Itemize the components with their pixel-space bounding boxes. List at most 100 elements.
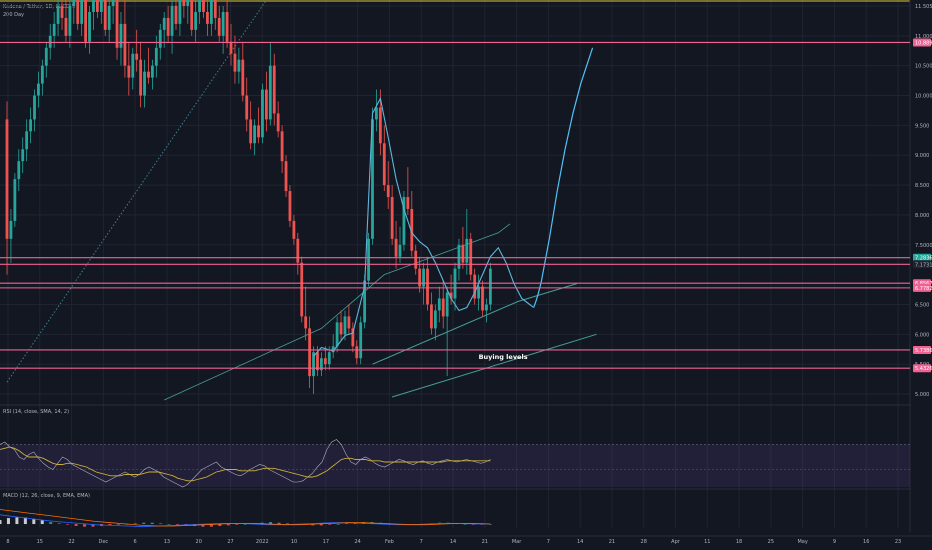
price-level-badge: 10.889 xyxy=(913,38,932,47)
ma-indicator-label[interactable]: 200 Day xyxy=(3,12,25,18)
candle xyxy=(241,41,245,102)
price-axis[interactable]: 11.5057 11.000 10.500 10.000 9.500 9.000 8.500… xyxy=(911,0,932,532)
candle xyxy=(76,0,80,30)
candle-body xyxy=(202,0,205,12)
candle-body xyxy=(433,310,437,329)
macd-signal-line xyxy=(0,509,491,527)
rsi-pane: RSI (14, close, SMA, 14, 2)100.0080.0060… xyxy=(0,405,932,488)
candle-body xyxy=(367,238,370,281)
candle xyxy=(72,0,76,24)
horizontal-levels xyxy=(0,41,910,369)
candle xyxy=(284,155,288,198)
candle xyxy=(457,238,461,281)
symbol-title[interactable]: Kadena / Tether, 1D, KUCOIN xyxy=(3,4,75,10)
macd-histogram-bar xyxy=(74,524,78,527)
candle-body xyxy=(111,0,115,6)
candle xyxy=(261,83,264,144)
time-tick-label: 13 xyxy=(164,539,170,545)
time-tick-label: 7 xyxy=(547,539,550,545)
ma-line xyxy=(313,96,534,357)
time-tick-label: 17 xyxy=(323,539,329,545)
macd-histogram-bar xyxy=(40,520,44,525)
candle-body xyxy=(84,0,87,42)
time-tick-label: 22 xyxy=(68,539,74,545)
candle xyxy=(398,226,402,263)
candle xyxy=(488,262,492,311)
candle-body xyxy=(296,238,300,263)
candle xyxy=(88,5,91,54)
candle-body xyxy=(194,11,198,30)
candle xyxy=(469,232,473,281)
macd-histogram-bar xyxy=(336,524,340,525)
candle xyxy=(166,5,170,42)
candle-body xyxy=(473,274,477,299)
macd-histogram-bar xyxy=(235,524,239,525)
candle-body xyxy=(186,0,190,6)
candle xyxy=(182,0,186,18)
candle-body xyxy=(304,316,308,329)
candle-body xyxy=(229,41,233,54)
candle-body xyxy=(441,298,445,317)
candle-body xyxy=(461,244,465,263)
candle-body xyxy=(147,71,150,78)
time-tick-label: Mar xyxy=(512,539,522,545)
price-tick-label: 10.500 xyxy=(915,64,932,70)
candle xyxy=(280,125,284,174)
candlestick-series xyxy=(5,0,492,395)
candle-body xyxy=(237,59,241,72)
candle xyxy=(292,214,296,245)
candle-body xyxy=(469,238,473,275)
time-axis[interactable]: 8 15 22 Dec 6 13 20 27 2022 10 17 24 Feb 7 14 21 Mar 7 14 2… xyxy=(6,539,901,545)
macd-title: MACD (12, 26, close, 9, EMA, EMA) xyxy=(3,493,90,499)
candle-body xyxy=(139,59,143,96)
candle xyxy=(272,53,276,126)
macd-histogram-bar xyxy=(463,524,467,525)
candle-body xyxy=(264,89,268,120)
trend-channel-line xyxy=(164,223,511,401)
candle xyxy=(40,59,44,96)
candle xyxy=(95,0,99,18)
candle xyxy=(433,304,437,341)
macd-histogram-bar xyxy=(116,524,120,525)
candle-body xyxy=(347,316,351,329)
candle xyxy=(402,191,406,251)
candle xyxy=(9,208,13,263)
candle-body xyxy=(158,29,162,48)
candle-body xyxy=(48,35,52,48)
candle-body xyxy=(426,268,429,305)
candle-body xyxy=(284,161,288,192)
candle xyxy=(21,137,25,174)
candle xyxy=(418,256,422,293)
macd-histogram-bar xyxy=(243,524,247,525)
candle xyxy=(253,119,256,156)
time-tick-label: 7 xyxy=(420,539,423,545)
rsi-title: RSI (14, close, SMA, 14, 2) xyxy=(3,409,69,415)
candle-body xyxy=(390,197,394,239)
candle-body xyxy=(123,23,127,66)
candle xyxy=(359,316,363,365)
candle-body xyxy=(33,95,36,120)
candle-body xyxy=(249,119,253,144)
macd-histogram-bar xyxy=(57,523,61,525)
time-tick-label: 6 xyxy=(134,539,137,545)
candle-body xyxy=(378,107,382,144)
candle xyxy=(320,352,323,377)
candle-body xyxy=(481,286,484,311)
time-tick-label: Dec xyxy=(99,539,109,545)
candle-body xyxy=(261,89,264,138)
candle-body xyxy=(17,161,21,180)
candle xyxy=(449,274,453,305)
candle-body xyxy=(339,322,343,335)
rsi-band xyxy=(0,444,910,487)
macd-histogram-bar xyxy=(311,524,315,526)
candle-body xyxy=(418,268,422,287)
candle-body xyxy=(21,149,25,162)
candle-body xyxy=(465,238,469,263)
time-tick-label: Feb xyxy=(385,539,394,545)
candle-body xyxy=(320,358,323,371)
macd-histogram-bar xyxy=(133,523,137,525)
macd-histogram-bar xyxy=(277,522,281,525)
candle-body xyxy=(60,5,64,18)
